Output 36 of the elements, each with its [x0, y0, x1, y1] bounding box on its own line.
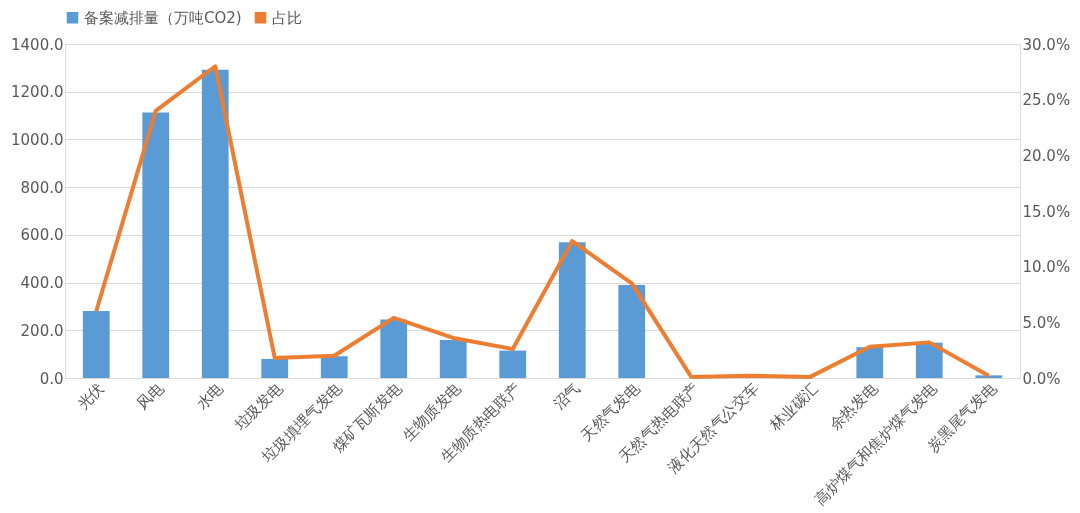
line-series: [94, 64, 991, 379]
y-tick-label: 800.0: [20, 178, 64, 197]
bar: [975, 375, 1003, 378]
legend-label: 备案减排量（万吨CO2): [84, 8, 242, 27]
bar: [261, 358, 289, 378]
bar: [499, 350, 527, 378]
x-tick-label: 水电: [192, 379, 227, 414]
y2-tick-label: 0.0%: [1022, 369, 1061, 388]
bar: [320, 356, 348, 378]
y-tick-label: 600.0: [20, 226, 64, 245]
y-tick-label: 0.0: [39, 369, 64, 388]
bar: [439, 340, 467, 378]
y2-tick-label: 30.0%: [1022, 35, 1071, 54]
bar: [558, 242, 586, 378]
bar: [142, 112, 170, 378]
bar: [201, 69, 229, 378]
bar: [618, 284, 646, 378]
bar: [82, 310, 110, 378]
y-tick-label: 1000.0: [11, 130, 64, 149]
x-tick-label: 风电: [133, 379, 168, 414]
x-tick-label: 林业碳汇: [765, 379, 822, 435]
y2-tick-label: 20.0%: [1022, 146, 1071, 165]
y2-tick-label: 15.0%: [1022, 202, 1071, 221]
y2-tick-label: 10.0%: [1022, 258, 1071, 277]
y-tick-label: 400.0: [20, 274, 64, 293]
y2-tick-label: 25.0%: [1022, 91, 1071, 110]
y2-tick-label: 5.0%: [1022, 313, 1061, 332]
bar: [915, 342, 943, 378]
x-tick-label: 沼气: [549, 379, 584, 414]
y-tick-label: 200.0: [20, 321, 64, 340]
x-tick-label: 光伏: [73, 379, 108, 414]
y-tick-label: 1200.0: [11, 83, 64, 102]
y-tick-label: 1400.0: [11, 35, 64, 54]
legend-label: 占比: [272, 8, 302, 27]
bar: [856, 347, 884, 378]
bar: [380, 319, 408, 378]
